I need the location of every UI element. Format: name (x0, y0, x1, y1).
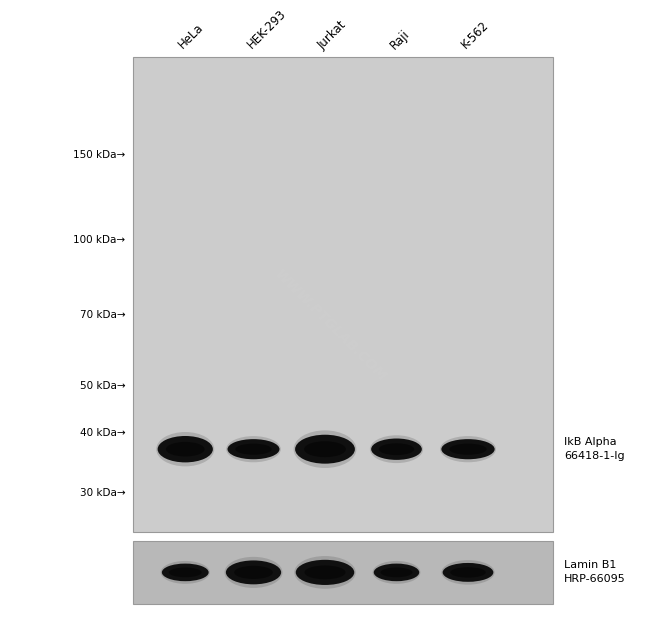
FancyBboxPatch shape (133, 57, 552, 532)
Ellipse shape (450, 567, 486, 577)
Text: HeLa: HeLa (176, 21, 206, 52)
Ellipse shape (295, 435, 355, 464)
Ellipse shape (372, 561, 421, 584)
Text: 70 kDa→: 70 kDa→ (80, 310, 125, 320)
Ellipse shape (226, 560, 281, 584)
Ellipse shape (449, 443, 487, 455)
Ellipse shape (294, 430, 356, 468)
Text: Jurkat: Jurkat (316, 18, 350, 52)
Ellipse shape (440, 436, 496, 462)
Text: 40 kDa→: 40 kDa→ (80, 428, 125, 438)
Ellipse shape (370, 435, 423, 463)
Ellipse shape (374, 564, 419, 581)
Text: K-562: K-562 (459, 19, 491, 52)
Text: 30 kDa→: 30 kDa→ (80, 488, 125, 498)
Ellipse shape (157, 436, 213, 462)
Text: 50 kDa→: 50 kDa→ (80, 381, 125, 391)
Ellipse shape (234, 566, 273, 579)
Ellipse shape (304, 565, 346, 579)
Text: 150 kDa→: 150 kDa→ (73, 150, 125, 160)
Ellipse shape (227, 439, 280, 459)
Ellipse shape (166, 442, 205, 457)
Ellipse shape (381, 567, 413, 577)
Ellipse shape (441, 560, 495, 585)
Ellipse shape (156, 432, 214, 466)
Text: Raji: Raji (387, 27, 412, 52)
Text: 100 kDa→: 100 kDa→ (73, 235, 125, 245)
Ellipse shape (294, 556, 356, 589)
Text: HEK-293: HEK-293 (244, 8, 289, 52)
Ellipse shape (441, 439, 495, 459)
Ellipse shape (224, 557, 283, 588)
Ellipse shape (296, 560, 354, 585)
Ellipse shape (443, 563, 493, 582)
Ellipse shape (379, 443, 414, 455)
Ellipse shape (162, 564, 209, 581)
Text: Lamin B1
HRP-66095: Lamin B1 HRP-66095 (564, 560, 626, 584)
FancyBboxPatch shape (133, 541, 552, 604)
Ellipse shape (161, 561, 210, 584)
Text: WWW.PTGLAB.COM: WWW.PTGLAB.COM (271, 267, 389, 384)
Ellipse shape (371, 438, 422, 460)
Ellipse shape (169, 567, 202, 577)
Text: IkB Alpha
66418-1-Ig: IkB Alpha 66418-1-Ig (564, 437, 625, 461)
Ellipse shape (235, 443, 272, 455)
Ellipse shape (304, 441, 346, 457)
Ellipse shape (226, 436, 281, 462)
